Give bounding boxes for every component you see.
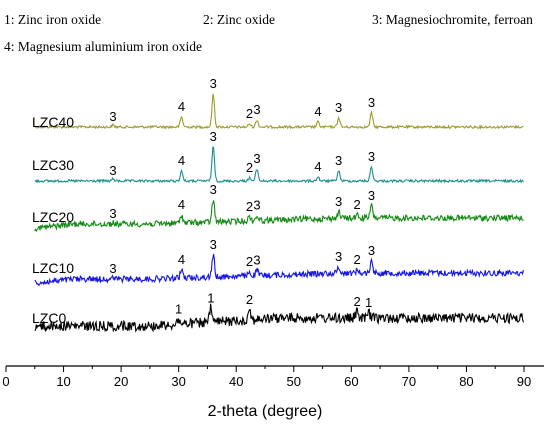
x-tick-label: 60	[344, 374, 358, 389]
trace-label: LZC0	[32, 310, 66, 326]
x-tick-label: 80	[459, 374, 473, 389]
peak-label: 1	[365, 295, 372, 310]
x-tick-label: 20	[114, 374, 128, 389]
peak-label: 2	[246, 199, 253, 214]
xrd-trace-lzc10	[34, 253, 524, 286]
peak-label: 3	[335, 249, 342, 264]
peak-label: 2	[246, 106, 253, 121]
peak-label: 3	[368, 95, 375, 110]
peak-label: 2	[246, 292, 253, 307]
peak-label: 3	[210, 182, 217, 197]
peak-label: 4	[178, 153, 185, 168]
peak-label: 3	[335, 153, 342, 168]
peak-label: 3	[253, 253, 260, 268]
peak-label: 3	[253, 102, 260, 117]
peak-label: 3	[253, 198, 260, 213]
peak-label: 3	[109, 163, 116, 178]
x-tick-label: 70	[402, 374, 416, 389]
peak-label: 3	[368, 188, 375, 203]
peak-label: 4	[314, 104, 321, 119]
peak-label: 3	[335, 100, 342, 115]
xrd-trace-lzc0	[34, 303, 524, 333]
x-tick-label: 90	[517, 374, 531, 389]
peak-label: 3	[109, 206, 116, 221]
x-axis-label: 2-theta (degree)	[208, 403, 323, 420]
peak-label: 2	[353, 197, 360, 212]
trace-label: LZC40	[32, 114, 74, 130]
xrd-trace-lzc20	[34, 200, 524, 233]
peak-label: 3	[210, 76, 217, 91]
x-tick-label: 40	[229, 374, 243, 389]
peak-label: 3	[210, 237, 217, 252]
x-tick-label: 0	[2, 374, 9, 389]
trace-label: LZC20	[32, 209, 74, 225]
peak-label: 3	[368, 243, 375, 258]
legend: 1: Zinc iron oxide 2: Zinc oxide 3: Magnes…	[4, 12, 533, 54]
legend-entry: 3: Magnesiochromite, ferroan	[372, 12, 533, 27]
peak-label: 3	[335, 194, 342, 209]
peak-label: 1	[175, 301, 182, 316]
peak-label: 2	[246, 160, 253, 175]
legend-entry: 4: Magnesium aluminium iron oxide	[4, 39, 202, 54]
x-tick-label: 30	[171, 374, 185, 389]
peak-label: 4	[178, 197, 185, 212]
peak-label: 2	[353, 252, 360, 267]
peak-label: 3	[109, 109, 116, 124]
x-axis: 0 10 20 30 40 50 60 70 80 90	[2, 365, 544, 389]
peak-label: 3	[109, 261, 116, 276]
trace-label: LZC10	[32, 260, 74, 276]
legend-entry: 2: Zinc oxide	[203, 12, 275, 27]
peak-label: 3	[368, 149, 375, 164]
peak-label: 4	[178, 99, 185, 114]
peak-label: 4	[314, 159, 321, 174]
xrd-trace-lzc40	[34, 93, 524, 130]
peak-label: 3	[210, 129, 217, 144]
peak-label: 1	[207, 290, 214, 305]
trace-label: LZC30	[32, 157, 74, 173]
peak-label: 2	[353, 294, 360, 309]
peak-label: 4	[178, 252, 185, 267]
peak-label: 2	[246, 254, 253, 269]
xrd-trace-lzc30	[34, 146, 524, 184]
legend-entry: 1: Zinc iron oxide	[4, 12, 101, 27]
x-tick-label: 10	[56, 374, 70, 389]
peak-label: 3	[253, 151, 260, 166]
x-tick-label: 50	[287, 374, 301, 389]
